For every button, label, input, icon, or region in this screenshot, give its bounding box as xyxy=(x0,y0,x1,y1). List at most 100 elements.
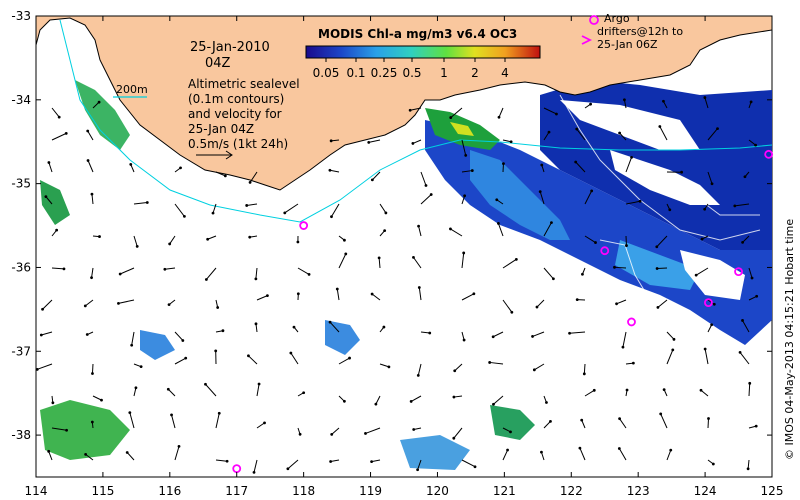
velocity-arrow-head xyxy=(252,470,256,474)
velocity-arrow-head xyxy=(711,462,715,466)
velocity-arrow xyxy=(256,383,260,397)
velocity-arrow-head xyxy=(298,432,302,436)
velocity-arrow-head xyxy=(86,159,90,162)
velocity-arrow-head xyxy=(84,452,88,456)
argo-float-marker xyxy=(299,221,309,230)
velocity-arrow xyxy=(659,126,668,141)
velocity-arrow xyxy=(91,363,94,374)
velocity-arrow xyxy=(51,132,67,141)
velocity-arrow xyxy=(256,422,265,429)
velocity-arrow-head xyxy=(452,395,456,399)
velocity-arrow xyxy=(461,252,465,269)
x-tick-label: 115 xyxy=(91,484,114,498)
velocity-arrow xyxy=(284,203,299,214)
velocity-arrow-head xyxy=(302,391,306,395)
velocity-arrow-head xyxy=(296,240,300,244)
x-tick-label: 121 xyxy=(493,484,516,498)
velocity-arrow xyxy=(129,412,135,429)
colorbar-tick-label: 0.25 xyxy=(371,66,398,80)
chl-west-green xyxy=(75,80,130,150)
velocity-arrow xyxy=(249,171,258,183)
velocity-arrow-head xyxy=(344,252,348,256)
velocity-arrow-head xyxy=(672,337,676,341)
velocity-arrow-head xyxy=(424,184,428,187)
velocity-arrow-head xyxy=(364,432,367,435)
velocity-arrow-head xyxy=(135,244,139,248)
colorbar-title: MODIS Chl-a mg/m3 v6.4 OC3 xyxy=(318,27,517,41)
velocity-arrow-head xyxy=(204,382,207,386)
velocity-arrow xyxy=(133,387,137,397)
velocity-arrow-head xyxy=(387,365,391,369)
velocity-arrow xyxy=(742,235,750,243)
velocity-arrow-head xyxy=(582,372,586,376)
velocity-arrow-head xyxy=(289,351,293,355)
argo-legend-marker xyxy=(589,15,599,25)
velocity-arrow-head xyxy=(509,140,513,144)
velocity-arrow-head xyxy=(754,143,757,147)
velocity-arrow xyxy=(532,331,545,337)
velocity-arrow-head xyxy=(134,386,138,390)
velocity-arrow-head xyxy=(655,267,659,270)
velocity-arrow xyxy=(747,459,750,469)
x-tick-label: 123 xyxy=(627,484,650,498)
velocity-arrow xyxy=(336,288,340,301)
velocity-arrow xyxy=(616,299,627,305)
velocity-arrow-head xyxy=(497,222,500,225)
velocity-arrow xyxy=(543,421,551,429)
velocity-arrow xyxy=(118,299,135,304)
velocity-arrow-head xyxy=(248,235,252,239)
velocity-arrow-head xyxy=(117,301,120,305)
velocity-arrow xyxy=(498,107,504,118)
velocity-arrow-head xyxy=(216,306,220,309)
sealevel-contour-3 xyxy=(679,179,760,216)
x-tick-label: 116 xyxy=(158,484,181,498)
velocity-arrow-head xyxy=(755,294,759,298)
velocity-arrow-head xyxy=(47,449,51,453)
velocity-arrow-head xyxy=(538,190,542,193)
velocity-arrow-head xyxy=(472,292,476,296)
velocity-arrow xyxy=(700,389,709,397)
velocity-arrow xyxy=(461,459,476,468)
velocity-arrow xyxy=(48,451,53,461)
velocity-arrow-head xyxy=(662,99,665,103)
velocity-arrow xyxy=(41,331,53,336)
velocity-arrow-head xyxy=(328,320,332,324)
velocity-arrow-head xyxy=(575,298,579,301)
velocity-arrow xyxy=(174,357,186,365)
velocity-arrow xyxy=(338,253,347,269)
velocity-arrow-head xyxy=(145,201,149,204)
velocity-arrow xyxy=(583,363,586,374)
velocity-arrow-head xyxy=(329,460,333,463)
velocity-arrow xyxy=(493,395,504,405)
velocity-arrow-head xyxy=(384,211,388,215)
velocity-arrow-head xyxy=(618,131,622,135)
velocity-arrow-head xyxy=(248,180,252,184)
cloud-gap-1 xyxy=(560,100,700,150)
velocity-arrow xyxy=(450,228,463,237)
velocity-arrow-head xyxy=(370,292,374,296)
velocity-arrow-head xyxy=(343,399,346,403)
velocity-arrow-head xyxy=(343,238,346,242)
velocity-arrow-head xyxy=(662,388,666,392)
velocity-arrow-head xyxy=(247,354,250,358)
argo-float-marker xyxy=(704,298,713,308)
velocity-arrow-head xyxy=(254,277,258,281)
velocity-arrow-head xyxy=(184,356,188,360)
velocity-arrow-head xyxy=(462,338,466,342)
velocity-arrow-head xyxy=(429,193,433,196)
velocity-arrow xyxy=(379,363,390,368)
velocity-arrow xyxy=(614,266,627,269)
velocity-arrow-head xyxy=(462,251,466,255)
cloud-gap-3 xyxy=(680,250,745,300)
velocity-arrow-head xyxy=(668,208,672,212)
velocity-arrow xyxy=(536,299,545,308)
velocity-arrow-head xyxy=(374,402,378,406)
velocity-arrow-head xyxy=(631,361,635,365)
velocity-arrow-head xyxy=(139,365,143,369)
velocity-arrow xyxy=(543,131,550,141)
velocity-arrow-head xyxy=(551,277,555,281)
velocity-arrow xyxy=(666,449,672,461)
velocity-arrow xyxy=(338,357,350,365)
velocity-arrow xyxy=(581,419,586,429)
velocity-arrow-head xyxy=(168,242,172,246)
